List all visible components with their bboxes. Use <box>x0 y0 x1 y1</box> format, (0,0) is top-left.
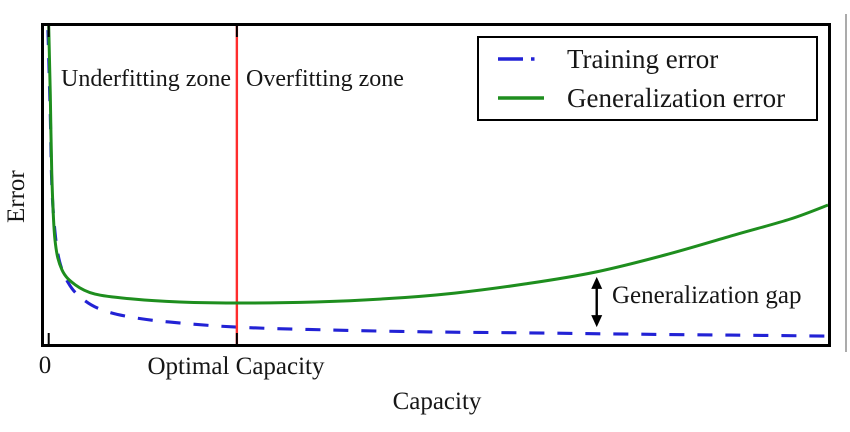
gap-arrow-head-down-icon <box>591 315 603 328</box>
x-tick-label-zero: 0 <box>38 352 52 379</box>
curves-svg <box>46 26 828 344</box>
gap-arrow-head-up-icon <box>591 276 603 289</box>
x-tick-label-optimal-capacity: Optimal Capacity <box>147 353 325 380</box>
solid-line-icon <box>498 96 544 100</box>
legend: Training error Generalization error <box>477 36 818 121</box>
legend-label-generalization-error: Generalization error <box>567 82 786 113</box>
dashed-line-icon <box>498 57 548 61</box>
x-axis-label: Capacity <box>392 388 482 415</box>
figure-edge-shadow <box>845 14 847 352</box>
legend-item-training-error: Training error <box>496 40 816 79</box>
overfitting-zone-label: Overfitting zone <box>246 66 404 92</box>
training-error-curve <box>46 30 828 338</box>
legend-label-training-error: Training error <box>567 43 719 74</box>
generalization-gap-label: Generalization gap <box>612 282 802 309</box>
y-axis-label: Error <box>3 170 30 224</box>
underfitting-zone-label: Underfitting zone <box>61 66 231 92</box>
legend-item-generalization-error: Generalization error <box>496 79 816 118</box>
generalization-error-curve <box>47 26 828 305</box>
